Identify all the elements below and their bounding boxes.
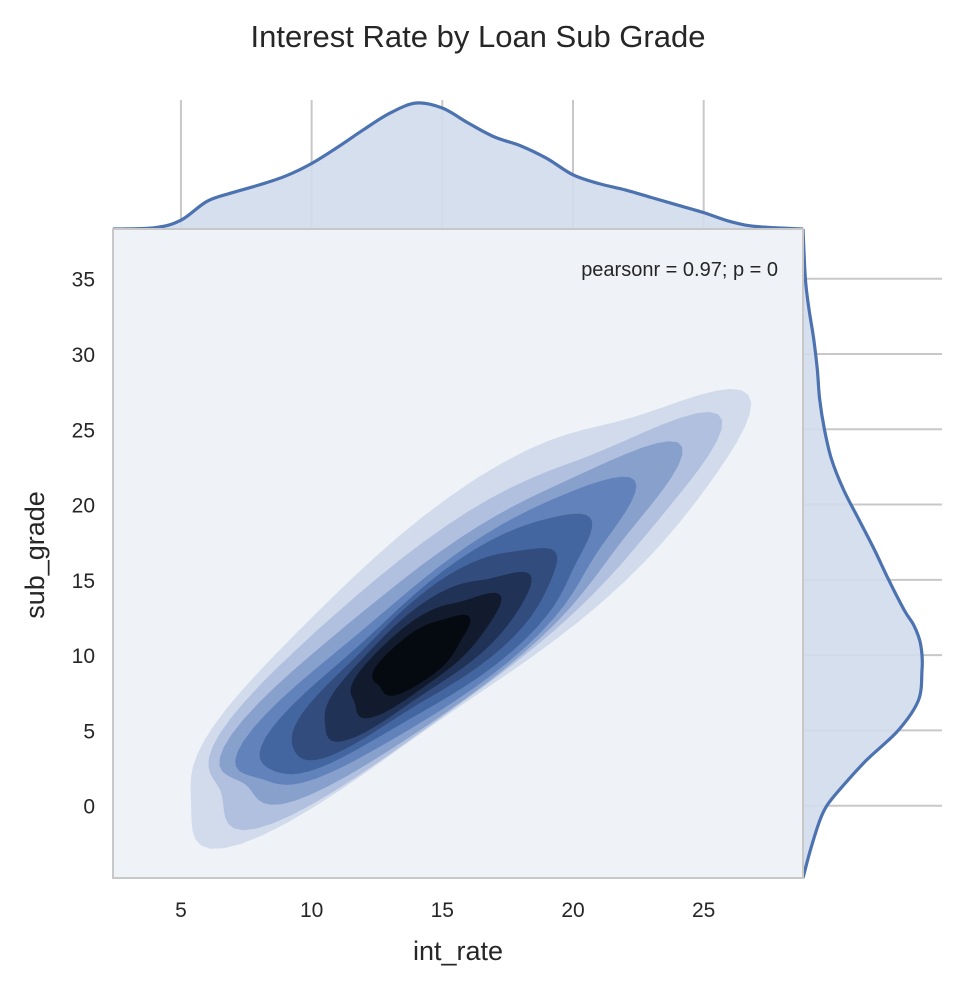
kde-contours (190, 388, 752, 849)
y-tick-label: 15 (72, 570, 95, 593)
y-tick-label: 25 (72, 419, 95, 442)
marginal-y-kde-line (801, 228, 924, 879)
x-tick-label: 15 (431, 899, 454, 922)
marginal-y-kde-fill (803, 229, 923, 878)
y-tick-label: 5 (83, 720, 95, 743)
y-tick-label: 30 (72, 344, 95, 367)
x-tick-label: 25 (692, 899, 715, 922)
y-tick-labels: 0 5 10 15 20 25 30 35 (72, 269, 95, 819)
y-tick-label: 10 (72, 645, 95, 668)
y-axis-label: sub_grade (20, 491, 50, 619)
marginal-x-kde-line (112, 101, 804, 231)
y-tick-label: 20 (72, 495, 95, 518)
marginal-y-kde (801, 228, 942, 879)
pearson-annotation: pearsonr = 0.97; p = 0 (581, 259, 778, 281)
x-tick-labels: 5 10 15 20 25 (175, 899, 715, 922)
x-tick-label: 20 (561, 899, 584, 922)
x-tick-label: 10 (300, 899, 323, 922)
x-axis-label: int_rate (413, 936, 503, 966)
y-tick-label: 0 (83, 796, 95, 819)
kde-contour-level-9 (372, 614, 471, 696)
chart-title: Interest Rate by Loan Sub Grade (251, 19, 706, 54)
marginal-x-kde-fill (113, 102, 803, 229)
y-tick-label: 35 (72, 269, 95, 292)
joint-plot-frame (112, 228, 804, 879)
x-tick-label: 5 (175, 899, 187, 922)
marginal-x-kde (112, 100, 804, 231)
